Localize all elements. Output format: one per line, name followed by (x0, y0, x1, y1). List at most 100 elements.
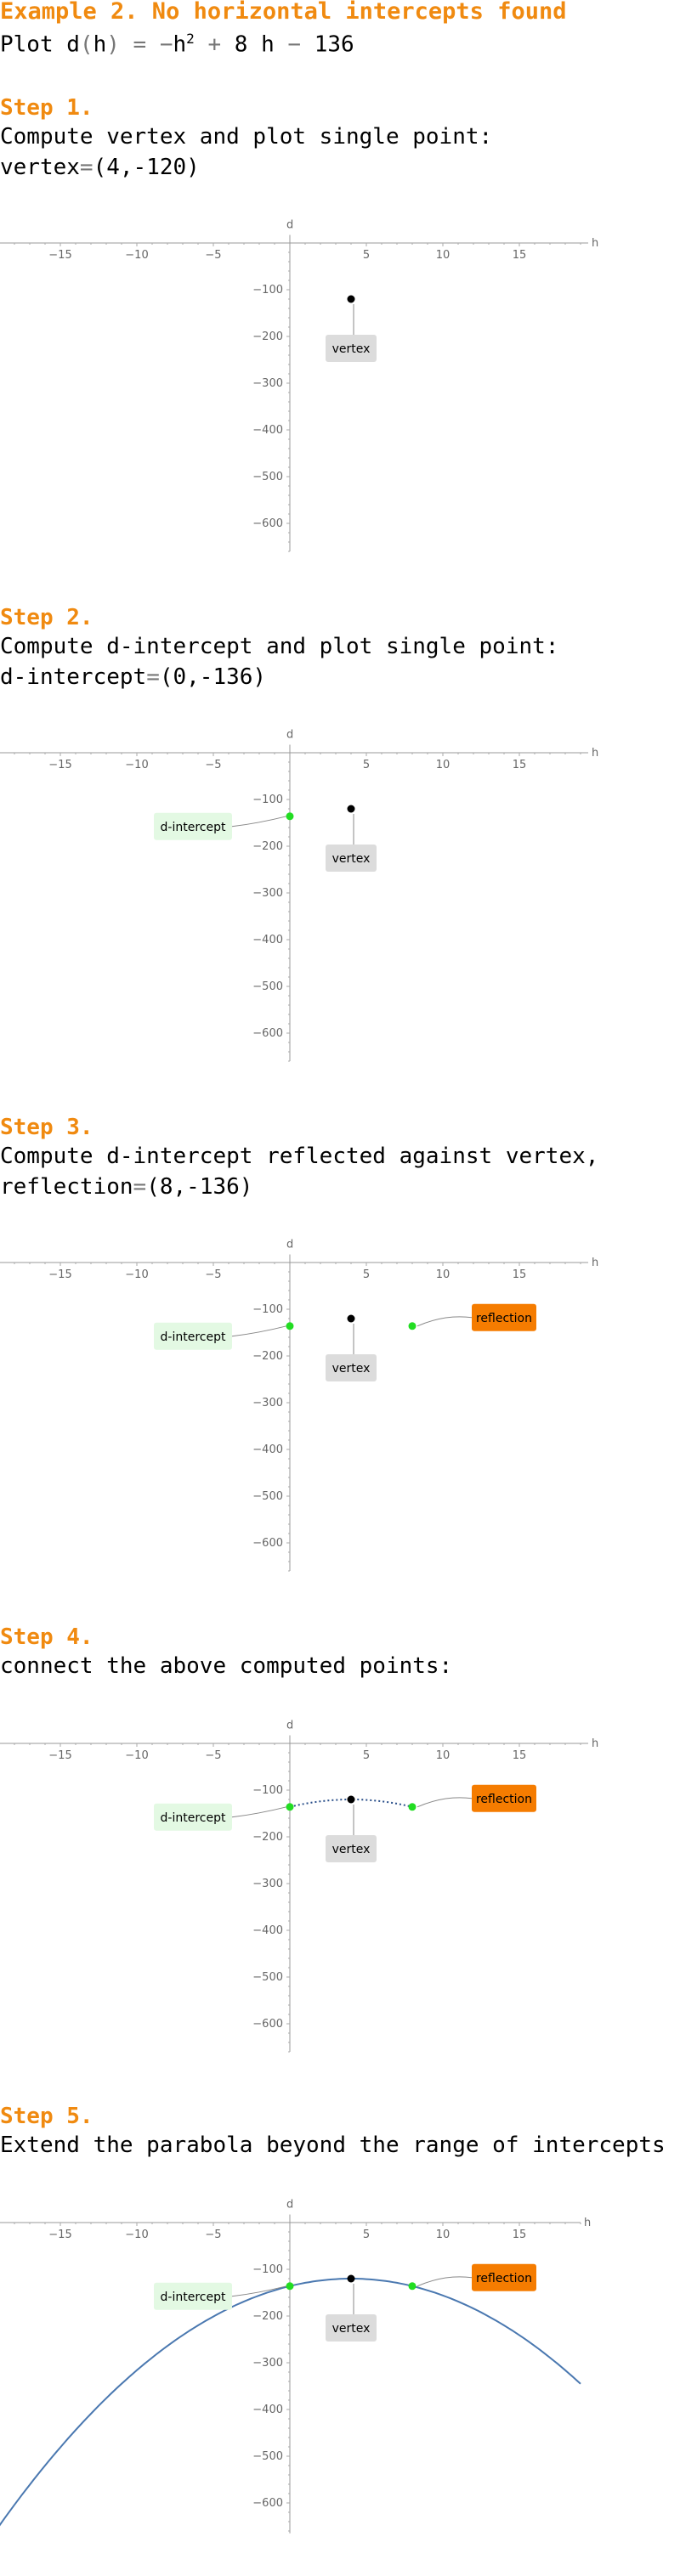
connector-curve (289, 1799, 413, 1808)
callout-label-d-intercept: d-intercept (161, 821, 226, 834)
x-tick-label: −10 (125, 759, 148, 771)
paren-open: ( (79, 31, 94, 58)
point-reflection (408, 1803, 416, 1811)
callout-box-d-intercept (154, 2282, 232, 2310)
point-d-intercept (286, 1803, 294, 1811)
step-2-value-text: (0,-136) (159, 664, 267, 690)
callout-label-d-intercept: d-intercept (161, 1811, 226, 1825)
step-2-value: d-intercept=(0,-136) (0, 664, 267, 690)
x-axis-label: h (592, 1737, 598, 1750)
callout-label-reflection: reflection (476, 2272, 532, 2285)
plot-step-5: h d −15 −10 −5 5 10 15 −100 −200 −300 −400 −500 −600 v… (0, 2199, 591, 2534)
callout-leader (416, 1797, 473, 1808)
callout-label-d-intercept: d-intercept (161, 2291, 226, 2304)
x-tick-label: 5 (363, 249, 370, 262)
point-vertex (347, 2274, 355, 2283)
x-tick-label: −15 (48, 759, 71, 771)
x-tick-label: −10 (125, 249, 148, 262)
callout-leader (416, 2276, 473, 2287)
paren-close: ) (106, 31, 120, 58)
x-tick-label: −15 (48, 249, 71, 262)
y-tick-label: −200 (252, 1831, 283, 1844)
x-tick-label: 10 (436, 759, 450, 771)
plot-constant: 136 (314, 31, 354, 58)
callout-box-reflection (472, 2263, 536, 2291)
plot-var: h (93, 31, 107, 58)
y-axis-label: d (286, 1239, 293, 1251)
point-d-intercept (286, 2282, 294, 2291)
x-tick-label: −5 (205, 1268, 221, 1281)
plot-term: 8 h (234, 31, 275, 58)
callout-box-reflection (472, 1303, 536, 1331)
y-tick-label: −100 (252, 1784, 283, 1797)
step-3-value-name: reflection (0, 1174, 133, 1200)
plot-step-4: h d −15 −10 −5 5 10 15 −100 −200 −300 −400 −500 −600 v… (0, 1720, 598, 2053)
x-tick-label: 10 (436, 1268, 450, 1281)
callout-label-reflection: reflection (476, 1312, 532, 1325)
x-tick-label: 15 (513, 2229, 527, 2241)
callout-leader (231, 816, 287, 828)
y-tick-label: −200 (252, 1350, 283, 1363)
y-tick-label: −100 (252, 284, 283, 297)
step-5-title: Step 5. (0, 2104, 94, 2129)
callout-box-vertex (326, 845, 377, 872)
step-2-title: Step 2. (0, 605, 94, 630)
x-axis-label: h (592, 237, 598, 250)
callout-leader (231, 1806, 287, 1818)
y-tick-label: −500 (252, 980, 283, 993)
step-5-text: Extend the parabola beyond the range of … (0, 2133, 666, 2158)
x-tick-label: 15 (513, 249, 527, 262)
plot-h: h (173, 31, 187, 58)
step-1-value: vertex=(4,-120) (0, 155, 200, 180)
y-tick-label: −400 (252, 1924, 283, 1937)
step-3-value: reflection=(8,-136) (0, 1174, 253, 1200)
y-tick-label: −100 (252, 794, 283, 806)
plot-minus: − (274, 31, 314, 58)
step-2-value-name: d-intercept (0, 664, 147, 690)
callout-box-d-intercept (154, 812, 232, 840)
x-tick-label: 15 (513, 759, 527, 771)
x-tick-label: −5 (205, 249, 221, 262)
callout-label-vertex: vertex (332, 1843, 371, 1856)
y-tick-label: −600 (252, 2018, 283, 2031)
x-tick-label: −10 (125, 1749, 148, 1762)
y-tick-label: −400 (252, 1443, 283, 1456)
y-tick-label: −300 (252, 1397, 283, 1409)
callout-box-vertex (326, 1354, 377, 1381)
x-tick-label: −5 (205, 1749, 221, 1762)
step-1-text: Compute vertex and plot single point: (0, 124, 493, 150)
plot-exponent: 2 (186, 31, 195, 47)
callout-box-vertex (326, 2314, 377, 2342)
y-tick-label: −400 (252, 424, 283, 437)
x-tick-label: −5 (205, 2229, 221, 2241)
point-reflection (408, 2282, 416, 2291)
plot-step-2: h d −15 −10 −5 5 10 15 −100 −200 −300 −400 −500 −600 v… (0, 729, 598, 1062)
x-tick-label: 10 (436, 2229, 450, 2241)
callout-label-vertex: vertex (332, 2322, 371, 2336)
x-tick-label: 5 (363, 1268, 370, 1281)
y-tick-label: −500 (252, 2450, 283, 2463)
y-tick-label: −600 (252, 517, 283, 530)
x-tick-label: −15 (48, 1749, 71, 1762)
plot-prefix: Plot d (0, 31, 80, 58)
callout-box-d-intercept (154, 1322, 232, 1350)
plot-plus: + (194, 31, 235, 58)
callout-box-reflection (472, 1784, 536, 1812)
callout-label-reflection: reflection (476, 1793, 532, 1806)
x-tick-label: 5 (363, 2229, 370, 2241)
step-3-value-text: (8,-136) (146, 1174, 253, 1200)
y-axis-label: d (286, 219, 293, 232)
x-axis-label: h (592, 747, 598, 760)
callout-leader (416, 1316, 473, 1327)
y-axis-label: d (286, 2199, 293, 2212)
plot-statement: Plot d(h) = −h2 + 8 h − 136 (0, 31, 354, 58)
step-3-text: Compute d-intercept reflected against ve… (0, 1144, 599, 1169)
step-4-title: Step 4. (0, 1624, 94, 1650)
y-tick-label: −100 (252, 1303, 283, 1316)
y-tick-label: −400 (252, 2404, 283, 2416)
y-axis-label: d (286, 1720, 293, 1732)
y-tick-label: −400 (252, 934, 283, 946)
y-tick-label: −100 (252, 2263, 283, 2276)
point-vertex (347, 1314, 355, 1323)
plot-step-1: h d −15 −10 −5 5 10 15 −100 −200 −300 −400 −500 −600 v… (0, 219, 598, 552)
